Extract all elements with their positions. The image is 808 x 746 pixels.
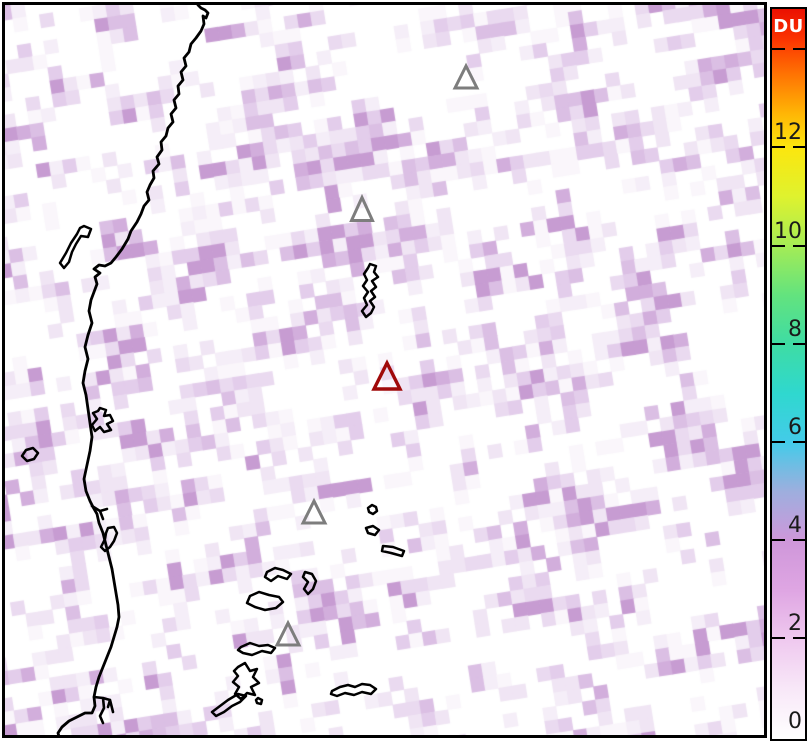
- map-panel: [2, 2, 767, 738]
- volcano-marker-1: [452, 62, 480, 90]
- colorbar-tick-14: [772, 48, 805, 51]
- colorbar-tick-2: [772, 636, 805, 639]
- colorbar-tick-8: [772, 342, 805, 345]
- coastline-inlets: [90, 504, 115, 725]
- colorbar-tick-label-8: 8: [788, 316, 802, 342]
- colorbar-unit-label: DU: [773, 16, 804, 37]
- volcano-marker-4: [300, 497, 328, 525]
- colorbar-tick-6: [772, 440, 805, 443]
- coastline: [20, 5, 406, 735]
- colorbar-tick-label-6: 6: [788, 414, 802, 440]
- colorbar-tick-label-2: 2: [788, 610, 802, 636]
- volcano-marker-5: [274, 619, 302, 647]
- colorbar-tick-label-12: 12: [774, 120, 802, 146]
- islands: [20, 224, 406, 718]
- colorbar-tick-label-0: 0: [788, 709, 802, 734]
- volcano-markers: [274, 62, 480, 647]
- volcano-marker-active: [371, 359, 403, 391]
- colorbar: 0 2 4 6 8 10 12 DU: [770, 7, 807, 741]
- volcano-marker-2: [349, 193, 375, 222]
- colorbar-gradient: [772, 9, 805, 739]
- colorbar-tick-10: [772, 244, 805, 247]
- map-overlay: [20, 5, 480, 735]
- colorbar-tick-label-4: 4: [788, 512, 802, 538]
- coastline-mainland: [56, 5, 210, 735]
- colorbar-tick-12: [772, 146, 805, 149]
- colorbar-tick-4: [772, 538, 805, 541]
- colorbar-tick-label-10: 10: [774, 218, 802, 244]
